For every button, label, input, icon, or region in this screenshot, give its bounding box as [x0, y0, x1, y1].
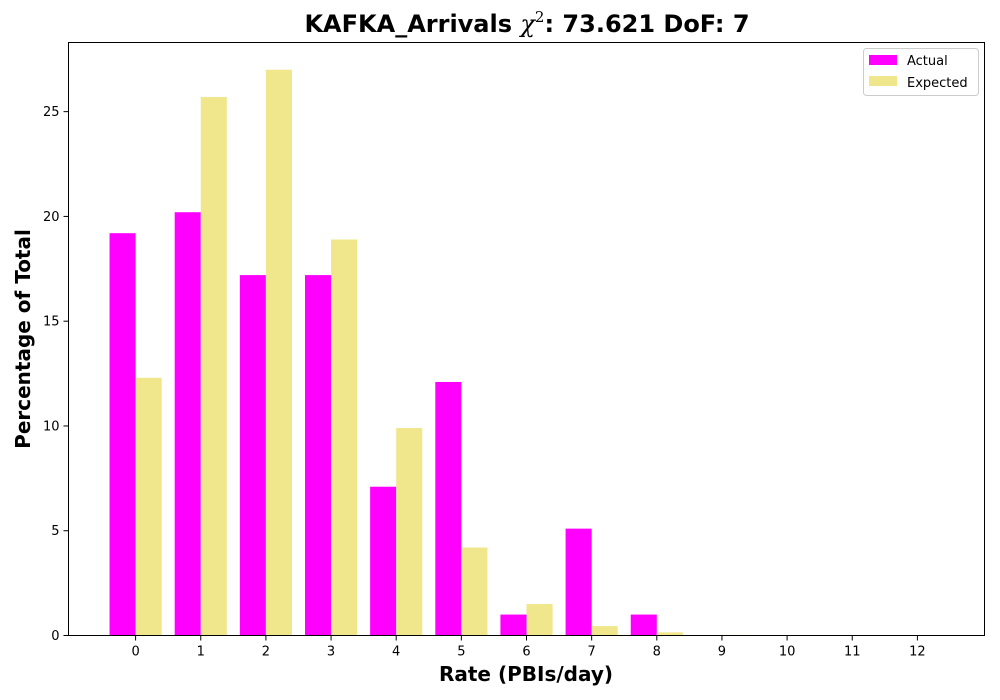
chart-title-chi-exponent: 2 — [535, 8, 545, 26]
x-tick-label: 6 — [522, 645, 530, 660]
bar-expected-3 — [331, 239, 358, 636]
legend-swatch-actual — [869, 55, 897, 65]
bar-actual-6 — [500, 614, 527, 636]
bar-expected-7 — [591, 626, 618, 636]
x-tick-label: 10 — [779, 645, 796, 660]
bar-expected-5 — [461, 547, 488, 636]
chart-title-suffix: : 73.621 DoF: 7 — [544, 10, 749, 38]
legend-label-expected: Expected — [907, 76, 968, 91]
x-tick-label: 7 — [588, 645, 596, 660]
bar-expected-2 — [265, 69, 292, 636]
bar-actual-4 — [370, 486, 397, 636]
x-tick-label: 8 — [653, 645, 661, 660]
chart-title: KAFKA_Arrivals χ2: 73.621 DoF: 7 — [304, 8, 749, 38]
bar-expected-8 — [656, 632, 683, 636]
bar-actual-2 — [239, 275, 266, 636]
bar-expected-1 — [200, 96, 227, 636]
y-axis-label: Percentage of Total — [11, 229, 35, 449]
bar-actual-1 — [174, 212, 201, 636]
bars-layer — [109, 69, 749, 636]
y-tick-label: 10 — [43, 419, 60, 434]
bar-actual-0 — [109, 233, 136, 636]
y-tick-label: 5 — [51, 524, 59, 539]
bar-expected-4 — [396, 428, 423, 636]
y-tick-label: 15 — [43, 315, 60, 330]
x-tick-label: 4 — [392, 645, 400, 660]
x-tick-label: 12 — [909, 645, 926, 660]
x-tick-label: 2 — [262, 645, 270, 660]
bar-actual-7 — [565, 528, 592, 636]
bar-actual-8 — [630, 614, 657, 636]
bar-expected-0 — [135, 377, 162, 636]
y-tick-label: 25 — [43, 105, 60, 120]
chart-title-prefix: KAFKA_Arrivals — [304, 10, 520, 38]
x-axis-label: Rate (PBIs/day) — [439, 662, 613, 686]
x-tick-label: 11 — [844, 645, 861, 660]
legend-swatch-expected — [869, 76, 897, 86]
x-tick-label: 5 — [457, 645, 465, 660]
plot-frame — [68, 42, 985, 636]
x-tick-label: 3 — [327, 645, 335, 660]
bar-actual-3 — [304, 275, 332, 636]
y-tick-label: 20 — [43, 210, 60, 225]
legend: Actual Expected — [863, 48, 979, 96]
bar-actual-5 — [435, 381, 462, 636]
x-tick-label: 0 — [131, 645, 139, 660]
chart-title-chi-symbol: χ — [518, 10, 536, 38]
legend-label-actual: Actual — [907, 54, 948, 69]
y-tick-label: 0 — [51, 629, 59, 644]
x-tick-label: 9 — [718, 645, 726, 660]
bar-expected-6 — [526, 604, 553, 636]
x-tick-label: 1 — [197, 645, 205, 660]
